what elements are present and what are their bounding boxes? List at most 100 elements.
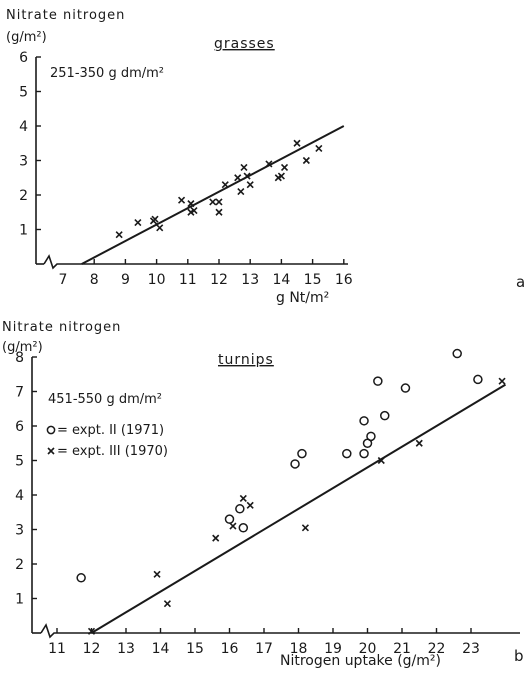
y-tick-label: 2 bbox=[15, 557, 24, 573]
data-point-circle bbox=[235, 504, 245, 514]
data-point-circle bbox=[297, 448, 307, 459]
y-tick-label: 1 bbox=[15, 592, 24, 608]
x-tick-label: 12 bbox=[83, 641, 101, 657]
panel-a-x-ticks: 7 8 9 10 11 12 13 14 15 16 bbox=[59, 259, 353, 288]
y-tick-label: 4 bbox=[19, 119, 28, 135]
data-point-cross bbox=[246, 181, 254, 189]
legend-cross-marker bbox=[47, 447, 55, 455]
data-point-cross bbox=[209, 198, 217, 206]
panel-b-title: turnips bbox=[218, 352, 274, 368]
panel-b: Nitrate nitrogen (g/m²) turnips 451-550 … bbox=[2, 320, 524, 669]
x-tick-label: 23 bbox=[462, 641, 480, 657]
panel-a-ylabel-line1: Nitrate nitrogen bbox=[6, 8, 125, 23]
data-point-cross bbox=[498, 377, 506, 385]
regression-line bbox=[81, 125, 345, 265]
x-tick-label: 14 bbox=[152, 641, 170, 657]
x-tick-label: 18 bbox=[290, 641, 308, 657]
x-tick-label: 22 bbox=[428, 641, 446, 657]
panel-a-axes bbox=[35, 57, 348, 270]
data-point-cross bbox=[315, 144, 323, 152]
x-tick-label: 19 bbox=[324, 641, 342, 657]
data-point-cross bbox=[156, 224, 164, 232]
data-point-cross bbox=[302, 156, 310, 165]
panel-a-title: grasses bbox=[214, 36, 275, 52]
data-point-cross bbox=[246, 501, 254, 509]
data-point-cross bbox=[415, 439, 423, 447]
x-tick-label: 13 bbox=[117, 641, 135, 657]
data-point-cross bbox=[151, 215, 159, 223]
data-point-cross bbox=[229, 522, 237, 530]
data-point-cross bbox=[115, 231, 123, 239]
data-point-cross bbox=[280, 163, 289, 171]
panel-a-fit-line bbox=[81, 125, 345, 265]
data-point-cross bbox=[277, 172, 285, 180]
x-tick-label: 11 bbox=[48, 641, 66, 657]
data-point-cross bbox=[221, 181, 229, 189]
panel-a-xlabel: g Nt/m² bbox=[276, 290, 329, 306]
data-point-cross bbox=[243, 172, 251, 180]
data-point-cross bbox=[377, 456, 385, 465]
panel-b-subtitle: 451-550 g dm/m² bbox=[48, 392, 162, 407]
data-point-cross bbox=[240, 163, 248, 171]
x-tick-label: 10 bbox=[148, 272, 166, 288]
data-point-circle bbox=[359, 416, 369, 426]
panel-a: Nitrate nitrogen (g/m²) grasses 251-350 … bbox=[6, 8, 525, 306]
panel-a-axis-break bbox=[43, 254, 64, 270]
panel-b-x-ticks: 11 12 13 14 15 16 17 18 19 20 21 22 23 bbox=[48, 628, 480, 657]
y-tick-label: 2 bbox=[19, 188, 28, 204]
y-tick-label: 6 bbox=[19, 50, 28, 66]
regression-line bbox=[90, 383, 507, 634]
data-point-cross bbox=[87, 627, 96, 635]
legend-expt-iii-label: = expt. III (1970) bbox=[57, 444, 168, 459]
y-tick-label: 7 bbox=[15, 385, 24, 401]
data-point-cross bbox=[190, 206, 198, 215]
panel-b-ylabel-line1: Nitrate nitrogen bbox=[2, 320, 121, 335]
y-tick-label: 3 bbox=[15, 523, 24, 539]
y-tick-label: 8 bbox=[15, 350, 24, 366]
x-tick-label: 7 bbox=[59, 272, 68, 288]
panel-a-letter: a bbox=[516, 273, 525, 291]
data-point-circle bbox=[290, 459, 300, 469]
data-point-circle bbox=[342, 448, 352, 459]
data-point-cross bbox=[237, 187, 245, 196]
data-point-cross bbox=[212, 534, 220, 542]
panel-a-y-ticks: 1 2 3 4 5 6 bbox=[19, 50, 41, 239]
panel-a-subtitle: 251-350 g dm/m² bbox=[50, 66, 164, 81]
data-point-circle bbox=[238, 523, 249, 533]
data-point-cross bbox=[265, 160, 273, 168]
data-point-circle bbox=[76, 573, 86, 583]
x-tick-label: 12 bbox=[210, 272, 228, 288]
y-tick-label: 3 bbox=[19, 154, 28, 170]
x-tick-label: 17 bbox=[255, 641, 273, 657]
x-tick-label: 20 bbox=[359, 641, 377, 657]
panel-a-ylabel-line2: (g/m²) bbox=[6, 30, 47, 45]
panel-b-ylabel-line2: (g/m²) bbox=[2, 340, 43, 355]
data-point-cross bbox=[134, 219, 142, 227]
data-point-cross bbox=[187, 200, 195, 208]
data-point-circle bbox=[373, 376, 383, 386]
panel-b-axis-break bbox=[40, 623, 62, 639]
x-tick-label: 13 bbox=[241, 272, 259, 288]
data-point-circle bbox=[359, 448, 369, 459]
y-tick-label: 5 bbox=[19, 85, 28, 101]
data-point-cross bbox=[163, 600, 171, 608]
x-tick-label: 15 bbox=[186, 641, 204, 657]
panel-b-fit-line bbox=[90, 383, 507, 634]
panel-b-xlabel: Nitrogen uptake (g/m²) bbox=[280, 653, 441, 669]
data-point-circle bbox=[366, 431, 376, 442]
data-point-cross bbox=[215, 198, 223, 206]
data-point-cross bbox=[301, 524, 309, 532]
x-tick-label: 21 bbox=[393, 641, 411, 657]
data-point-cross bbox=[153, 570, 161, 578]
y-tick-label: 6 bbox=[15, 419, 24, 435]
data-point-cross bbox=[215, 208, 223, 216]
y-tick-label: 4 bbox=[15, 488, 24, 504]
panel-b-legend: = expt. II (1971) = expt. III (1970) bbox=[46, 423, 168, 459]
panel-b-y-ticks: 1 2 3 4 5 6 7 8 bbox=[15, 350, 37, 608]
data-point-circle bbox=[452, 348, 462, 359]
legend-circle-marker bbox=[46, 425, 56, 435]
x-tick-label: 14 bbox=[272, 272, 290, 288]
legend-expt-ii-label: = expt. II (1971) bbox=[57, 423, 164, 438]
x-tick-label: 16 bbox=[221, 641, 239, 657]
data-point-circle bbox=[400, 383, 411, 393]
